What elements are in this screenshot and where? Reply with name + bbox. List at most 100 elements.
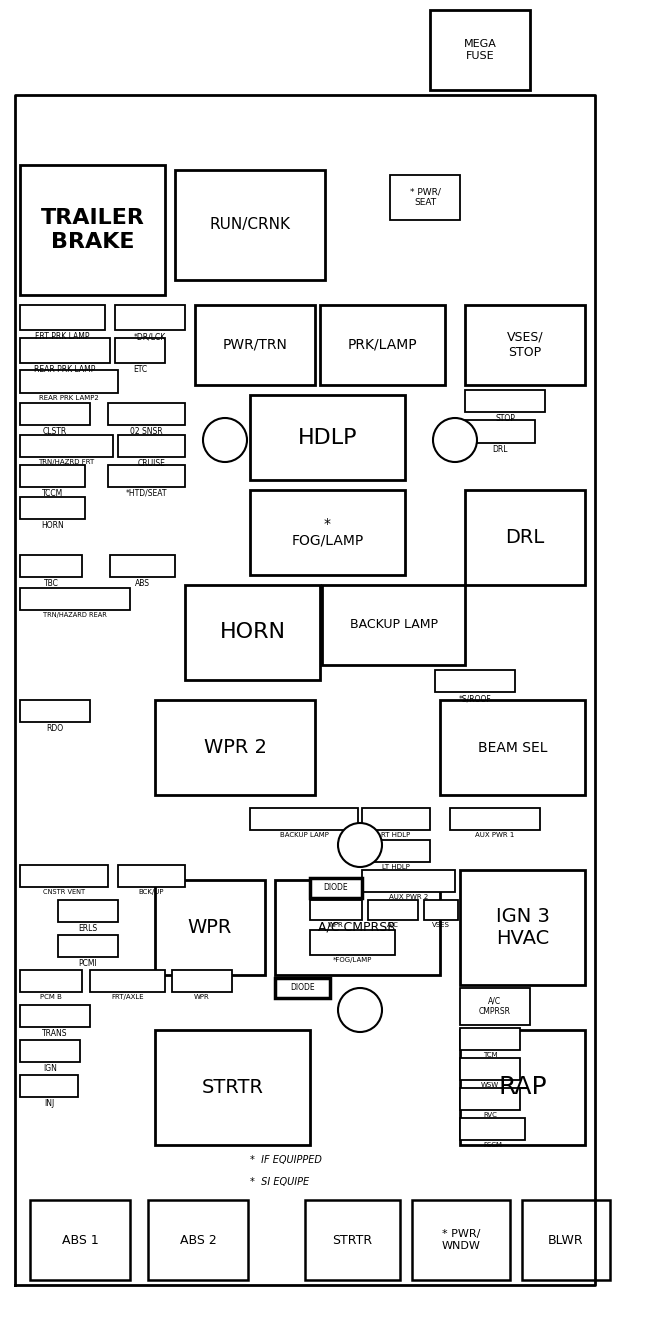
Text: AUX PWR 2: AUX PWR 2 <box>389 894 428 900</box>
Text: PCM B: PCM B <box>40 994 62 1000</box>
Text: CNSTR VENT: CNSTR VENT <box>43 888 85 895</box>
Text: REAR PRK LAMP2: REAR PRK LAMP2 <box>39 395 99 402</box>
Text: IGN: IGN <box>43 1064 57 1073</box>
Text: * PWR/
SEAT: * PWR/ SEAT <box>409 188 440 207</box>
Bar <box>20 465 85 487</box>
Bar <box>465 305 585 384</box>
Text: HDLP: HDLP <box>297 427 357 447</box>
Text: TRANS: TRANS <box>42 1029 68 1037</box>
Bar <box>424 900 458 920</box>
Bar <box>90 970 165 992</box>
Text: DIODE: DIODE <box>324 883 348 892</box>
Bar <box>172 970 232 992</box>
Bar <box>310 878 362 898</box>
Text: BCK/UP: BCK/UP <box>139 888 164 895</box>
Circle shape <box>203 418 247 462</box>
Bar <box>460 1057 520 1080</box>
Text: TRN/HAZARD REAR: TRN/HAZARD REAR <box>43 612 107 618</box>
Bar <box>20 165 165 295</box>
Text: ABS 1: ABS 1 <box>62 1233 98 1246</box>
Bar <box>118 864 185 887</box>
Bar <box>20 1005 90 1027</box>
Bar <box>430 11 530 90</box>
Text: *  IF EQUIPPED: * IF EQUIPPED <box>250 1154 322 1165</box>
Text: IGN 3
HVAC: IGN 3 HVAC <box>496 907 549 948</box>
Bar <box>20 970 82 992</box>
Bar <box>465 489 585 585</box>
Bar <box>20 555 82 577</box>
Text: ABS 2: ABS 2 <box>180 1233 216 1246</box>
Bar <box>118 435 185 458</box>
Text: RVC: RVC <box>483 1112 497 1119</box>
Bar <box>390 176 460 219</box>
Text: DIODE: DIODE <box>290 983 315 992</box>
Text: PWR/TRN: PWR/TRN <box>222 338 287 352</box>
Text: HORN: HORN <box>41 521 64 529</box>
Text: VSES/
STOP: VSES/ STOP <box>507 331 543 359</box>
Bar <box>460 1088 520 1111</box>
Bar <box>362 841 430 862</box>
Bar <box>20 403 90 426</box>
Circle shape <box>338 988 382 1032</box>
Text: RDO: RDO <box>46 724 64 733</box>
Bar <box>20 1040 80 1061</box>
Bar <box>20 435 113 458</box>
Text: STRTR: STRTR <box>332 1233 373 1246</box>
Bar <box>450 809 540 830</box>
Bar <box>522 1200 610 1279</box>
Bar <box>460 1028 520 1049</box>
Bar <box>250 489 405 575</box>
Text: PRK/LAMP: PRK/LAMP <box>348 338 417 352</box>
Bar <box>362 870 455 892</box>
Bar <box>20 588 130 610</box>
Bar <box>20 1075 78 1097</box>
Text: RAP: RAP <box>498 1076 547 1100</box>
Text: BACKUP LAMP: BACKUP LAMP <box>279 833 328 838</box>
Bar <box>20 370 118 392</box>
Bar <box>20 305 105 330</box>
Bar <box>110 555 175 577</box>
Text: A/C: A/C <box>387 922 399 928</box>
Text: 02 SNSR: 02 SNSR <box>130 427 163 436</box>
Text: RUN/CRNK: RUN/CRNK <box>210 218 291 233</box>
Text: CLSTR: CLSTR <box>43 427 67 436</box>
Text: BLWR: BLWR <box>548 1233 584 1246</box>
Bar <box>108 465 185 487</box>
Bar <box>465 390 545 412</box>
Bar <box>30 1200 130 1279</box>
Text: WPR: WPR <box>194 994 210 1000</box>
Bar <box>155 1029 310 1145</box>
Circle shape <box>338 823 382 867</box>
Bar <box>175 170 325 281</box>
Text: STRTR: STRTR <box>202 1079 263 1097</box>
Text: A/C
CMPRSR: A/C CMPRSR <box>479 996 511 1016</box>
Text: A/C CMPRSR: A/C CMPRSR <box>318 920 397 934</box>
Text: *
FOG/LAMP: * FOG/LAMP <box>291 517 364 548</box>
Bar <box>460 870 585 986</box>
Text: LT HDLP: LT HDLP <box>382 864 410 870</box>
Bar <box>310 930 395 955</box>
Bar <box>20 338 110 363</box>
Text: CRUISE: CRUISE <box>137 459 165 468</box>
Text: FRT/AXLE: FRT/AXLE <box>111 994 144 1000</box>
Bar <box>148 1200 248 1279</box>
Text: ETC: ETC <box>133 364 147 374</box>
Text: WPR 2: WPR 2 <box>204 738 267 757</box>
Bar <box>115 338 165 363</box>
Bar <box>250 809 358 830</box>
Text: STOP: STOP <box>495 414 515 423</box>
Text: TCM: TCM <box>482 1052 497 1057</box>
Text: HORN: HORN <box>220 622 285 642</box>
Text: ERLS: ERLS <box>78 924 98 934</box>
Bar <box>275 978 330 998</box>
Text: INJ: INJ <box>44 1099 54 1108</box>
Bar <box>155 700 315 795</box>
Bar <box>155 880 265 975</box>
Bar <box>460 988 530 1025</box>
Bar <box>250 395 405 480</box>
Text: BEAM SEL: BEAM SEL <box>478 741 547 754</box>
Bar <box>20 497 85 519</box>
Bar <box>20 864 108 887</box>
Text: TBC: TBC <box>44 579 58 588</box>
Circle shape <box>433 418 477 462</box>
